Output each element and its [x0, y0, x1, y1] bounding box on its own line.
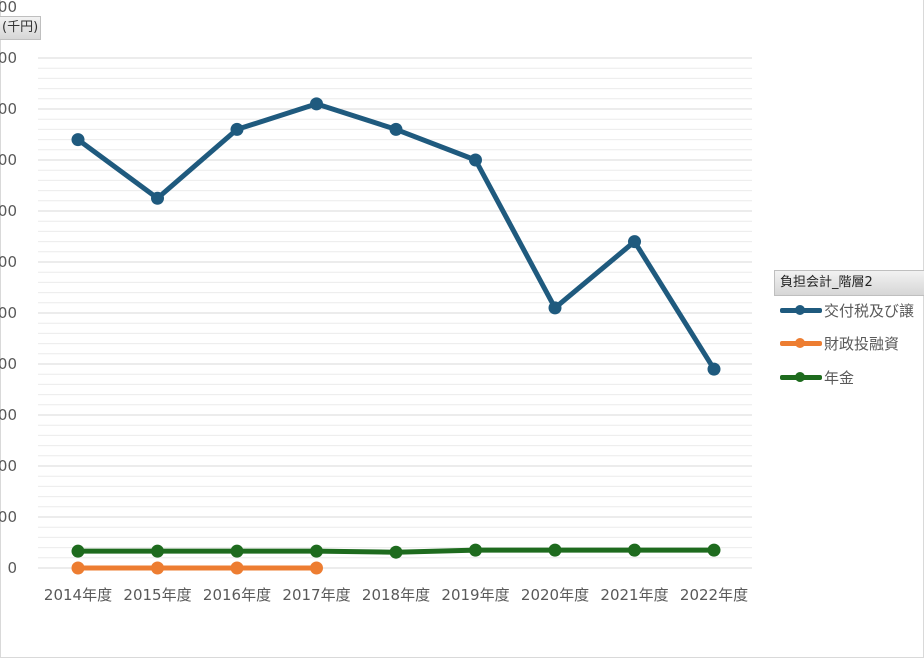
data-point-series-0 [469, 153, 482, 167]
data-point-series-0 [548, 301, 562, 315]
y-axis-unit-label[interactable]: (千円) [0, 16, 41, 40]
data-point-series-1 [310, 561, 323, 575]
data-point-series-0 [230, 122, 244, 136]
legend-label: 年金 [824, 368, 855, 387]
x-tick-label: 2014年度 [44, 586, 112, 604]
data-point-series-0 [71, 133, 85, 147]
data-point-series-2 [469, 543, 482, 557]
x-tick-label: 2017年度 [282, 586, 350, 604]
data-point-series-0 [151, 191, 164, 205]
data-point-series-0 [707, 362, 721, 376]
data-point-series-2 [310, 544, 323, 558]
data-point-series-1 [71, 561, 85, 575]
legend-item-series-2[interactable]: 年金 [780, 366, 854, 388]
legend-swatch [780, 336, 822, 350]
data-point-series-0 [628, 235, 641, 249]
x-tick-label: 2015年度 [123, 586, 191, 604]
data-point-series-2 [548, 543, 562, 557]
legend-swatch [780, 303, 822, 317]
data-point-series-0 [310, 97, 323, 111]
legend-title[interactable]: 負担会計_階層2 [774, 270, 924, 296]
data-point-series-2 [389, 545, 403, 559]
data-point-series-2 [151, 544, 164, 558]
series-line-0 [75, 101, 717, 372]
legend-label: 財政投融資 [824, 334, 900, 353]
x-tick-label: 2018年度 [362, 586, 430, 604]
x-tick-label: 2022年度 [680, 586, 748, 604]
data-point-series-1 [151, 561, 164, 575]
data-point-series-2 [230, 544, 244, 558]
data-point-series-2 [707, 543, 721, 557]
legend-swatch [780, 370, 822, 384]
legend-item-series-0[interactable]: 交付税及び譲 [780, 299, 914, 321]
legend-label: 交付税及び譲 [824, 301, 915, 320]
x-tick-label: 2019年度 [441, 586, 509, 604]
legend-item-series-1[interactable]: 財政投融資 [780, 332, 899, 354]
x-tick-label: 2016年度 [203, 586, 271, 604]
y-tick-label: 0 [7, 559, 17, 577]
data-point-series-1 [230, 561, 244, 575]
data-point-series-2 [71, 544, 85, 558]
x-tick-label: 2020年度 [521, 586, 589, 604]
data-point-series-2 [628, 543, 641, 557]
x-tick-label: 2021年度 [600, 586, 668, 604]
data-point-series-0 [389, 122, 403, 136]
